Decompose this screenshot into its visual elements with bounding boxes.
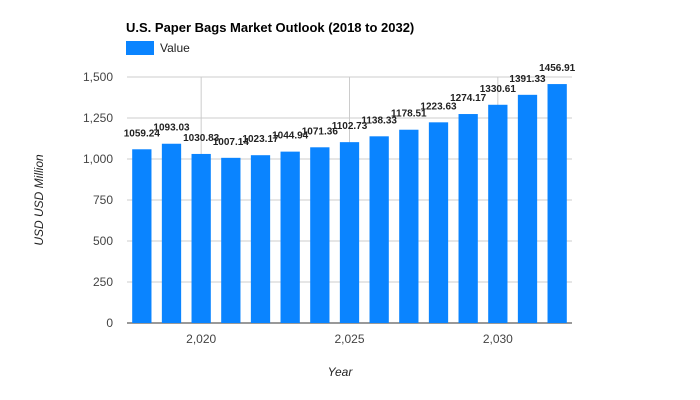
y-tick-label: 1,500 — [83, 70, 113, 84]
data-label: 1391.33 — [509, 74, 546, 85]
bar — [488, 104, 508, 323]
data-label: 1093.03 — [153, 123, 190, 134]
data-label: 1044.94 — [272, 131, 309, 142]
data-label: 1456.91 — [539, 63, 576, 74]
bar — [399, 129, 419, 323]
bar — [132, 149, 152, 323]
legend: Value — [126, 41, 190, 55]
bar — [339, 142, 360, 323]
data-label: 1102.73 — [332, 121, 368, 132]
x-tick-label: 2,025 — [334, 332, 364, 346]
bar — [161, 143, 182, 323]
bar — [310, 147, 330, 323]
x-tick-label: 2,030 — [483, 332, 513, 346]
bar — [428, 122, 449, 323]
data-label: 1138.33 — [361, 115, 397, 126]
chart-title: U.S. Paper Bags Market Outlook (2018 to … — [126, 20, 414, 35]
x-axis-tick-labels: 2,020 2,025 2,030 — [186, 332, 513, 346]
legend-swatch — [126, 41, 154, 55]
x-tick-label: 2,020 — [186, 332, 216, 346]
data-label: 1274.17 — [450, 93, 487, 104]
legend-label: Value — [160, 41, 190, 55]
y-tick-label: 500 — [93, 234, 113, 248]
data-label: 1030.83 — [183, 133, 220, 144]
y-tick-label: 250 — [93, 275, 113, 289]
data-label: 1007.14 — [213, 137, 250, 148]
bar — [458, 114, 478, 323]
data-label: 1178.51 — [391, 109, 427, 120]
bar — [547, 84, 567, 323]
y-tick-label: 1,250 — [83, 111, 113, 125]
bar — [517, 94, 538, 324]
y-tick-label: 0 — [106, 316, 113, 330]
bar — [221, 157, 241, 323]
data-label: 1071.36 — [302, 126, 339, 137]
bars — [132, 84, 567, 324]
bar — [191, 153, 211, 323]
data-label: 1330.61 — [480, 84, 517, 95]
y-tick-label: 1,000 — [83, 152, 113, 166]
y-axis-tick-labels: 0 250 500 750 1,000 1,250 1,500 — [83, 70, 113, 330]
bar — [369, 136, 389, 323]
x-axis-label: Year — [328, 365, 354, 379]
y-axis-label: USD USD Million — [32, 154, 46, 246]
data-label: 1223.63 — [420, 101, 457, 112]
data-label: 1023.17 — [242, 134, 279, 145]
bar — [280, 151, 300, 323]
y-tick-label: 750 — [93, 193, 113, 207]
bar — [250, 155, 271, 323]
data-label: 1059.24 — [124, 128, 161, 139]
data-labels: 1059.241093.031030.831007.141023.171044.… — [124, 63, 576, 148]
